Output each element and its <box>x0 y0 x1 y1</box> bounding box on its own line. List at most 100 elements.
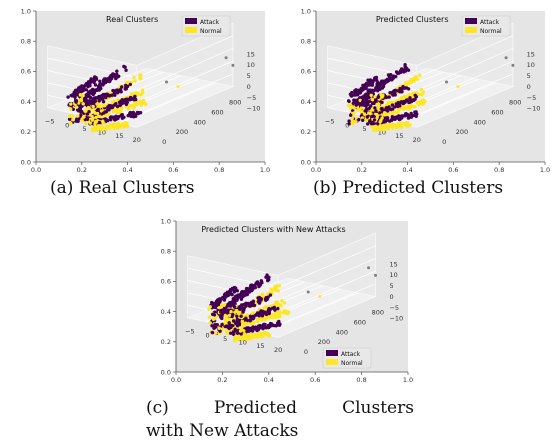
axis3d-y-label: 200 <box>456 128 468 136</box>
scatter-point-attack <box>239 307 243 311</box>
scatter-point-attack <box>260 314 265 318</box>
scatter-point-normal <box>417 92 421 96</box>
caption-new-attacks-word-2: Predicted <box>213 398 298 418</box>
scatter-point-normal <box>227 317 231 321</box>
scatter-point-attack <box>245 288 250 292</box>
scatter-point-attack <box>266 325 270 330</box>
axis3d-z-label: 15 <box>389 260 397 268</box>
scatter-point-normal <box>111 110 116 114</box>
scatter-point-normal <box>268 316 272 320</box>
scatter-point-attack <box>120 113 125 117</box>
x-tick-label: 0.6 <box>310 376 320 384</box>
scatter-point-attack <box>360 102 364 107</box>
scatter-point-attack <box>97 99 101 103</box>
scatter-point-normal <box>243 332 247 336</box>
axis3d-z-label: 5 <box>247 72 251 80</box>
chart-svg-new-attacks: 0.0 0.2 0.4 0.6 0.8 1.0 0.0 0.2 0.4 0.6 0.8 1.0 −5 0 5… <box>161 217 414 384</box>
scatter-point-attack <box>386 109 390 113</box>
scatter-point-attack <box>124 86 128 90</box>
scatter-point-attack <box>390 103 395 107</box>
scatter-point-attack <box>346 99 351 103</box>
scatter-point-attack <box>128 110 132 115</box>
grid-line <box>416 48 514 91</box>
scatter-point-attack <box>397 114 401 118</box>
scatter-point-attack <box>256 312 260 316</box>
grid-line <box>277 258 376 301</box>
scatter-points <box>207 266 378 343</box>
scatter-point-attack <box>402 99 406 104</box>
scatter-point-normal <box>349 106 353 110</box>
grid-line <box>277 245 376 289</box>
scatter-point-attack <box>115 104 120 109</box>
scatter-point-normal <box>242 329 246 333</box>
scatter-point-normal <box>252 311 256 315</box>
grid-line <box>416 73 514 116</box>
scatter-point-normal <box>402 94 407 99</box>
x-tick-label: 0.8 <box>494 166 504 174</box>
scatter-point-attack <box>114 76 118 81</box>
scatter-point-attack <box>225 304 229 308</box>
scatter-point-normal <box>369 125 374 129</box>
grid-line <box>136 60 234 103</box>
scatter-point-normal <box>104 124 109 129</box>
scatter-point-attack <box>372 114 376 119</box>
x-tick-label: 0.8 <box>214 166 224 174</box>
axis3d-z-label: 10 <box>247 61 255 69</box>
scatter-point-attack <box>120 98 124 102</box>
scatter-point-normal <box>91 104 95 109</box>
scatter-point-normal <box>276 313 281 317</box>
scatter-point-attack <box>110 93 114 97</box>
scatter-point-attack <box>354 103 358 107</box>
scatter-point-normal <box>351 119 355 124</box>
scatter-point-normal <box>224 315 229 319</box>
scatter-point-attack <box>267 308 271 312</box>
scatter-point-attack <box>247 326 251 331</box>
scatter-point-attack <box>257 324 261 328</box>
scatter-point-outlier <box>511 63 515 67</box>
scatter-point-attack <box>378 111 382 115</box>
scatter-point-normal <box>102 104 107 108</box>
scatter-point-attack <box>210 330 215 335</box>
x-tick-label: 0.2 <box>357 166 367 174</box>
scatter-point-normal <box>380 116 384 120</box>
scatter-point-normal <box>238 310 242 315</box>
scatter-point-normal <box>117 110 122 115</box>
scatter-point-attack <box>231 298 236 302</box>
scatter-point-attack <box>111 104 115 108</box>
axis3d-x-label: 10 <box>98 129 106 137</box>
scatter-point-attack <box>349 93 353 97</box>
scatter-point-normal <box>223 318 228 322</box>
scatter-point-normal <box>81 93 85 98</box>
axis3d-x-label: −5 <box>325 118 335 126</box>
scatter-point-attack <box>387 73 391 78</box>
scatter-point-attack <box>85 117 90 121</box>
scatter-point-outlier <box>165 80 169 84</box>
scatter-point-attack <box>73 93 77 98</box>
scatter-point-normal <box>275 302 279 307</box>
scatter-point-attack <box>125 97 130 101</box>
scatter-point-attack <box>357 117 361 122</box>
scatter-point-attack <box>124 68 128 73</box>
scatter-point-normal <box>352 106 356 110</box>
scatter-point-normal <box>377 102 381 107</box>
axis3d-x-label: 0 <box>205 331 209 339</box>
scatter-point-normal <box>241 322 245 326</box>
scatter-point-normal <box>373 95 377 99</box>
y-tick-label: 0.8 <box>301 38 311 46</box>
x-tick-label: 1.0 <box>540 166 550 174</box>
y-tick-label: 0.0 <box>21 158 31 166</box>
axis3d-z-label: 5 <box>527 72 531 80</box>
axis3d-z-label: 0 <box>527 83 531 91</box>
scatter-point-attack <box>232 305 237 309</box>
scatter-point-attack <box>117 100 122 105</box>
scatter-point-normal <box>260 317 265 322</box>
caption-new-attacks-line1: (c) Predicted Clusters <box>146 398 414 418</box>
axis3d-x-label: 15 <box>395 132 403 140</box>
scatter-point-normal <box>413 105 417 109</box>
axis3d-z-label: 0 <box>389 293 393 301</box>
y-tick-label: 0.0 <box>161 368 171 376</box>
scatter-point-normal <box>406 122 410 126</box>
scatter-point-attack <box>80 104 84 109</box>
scatter-point-normal <box>113 124 118 129</box>
scatter-point-normal <box>362 112 367 116</box>
